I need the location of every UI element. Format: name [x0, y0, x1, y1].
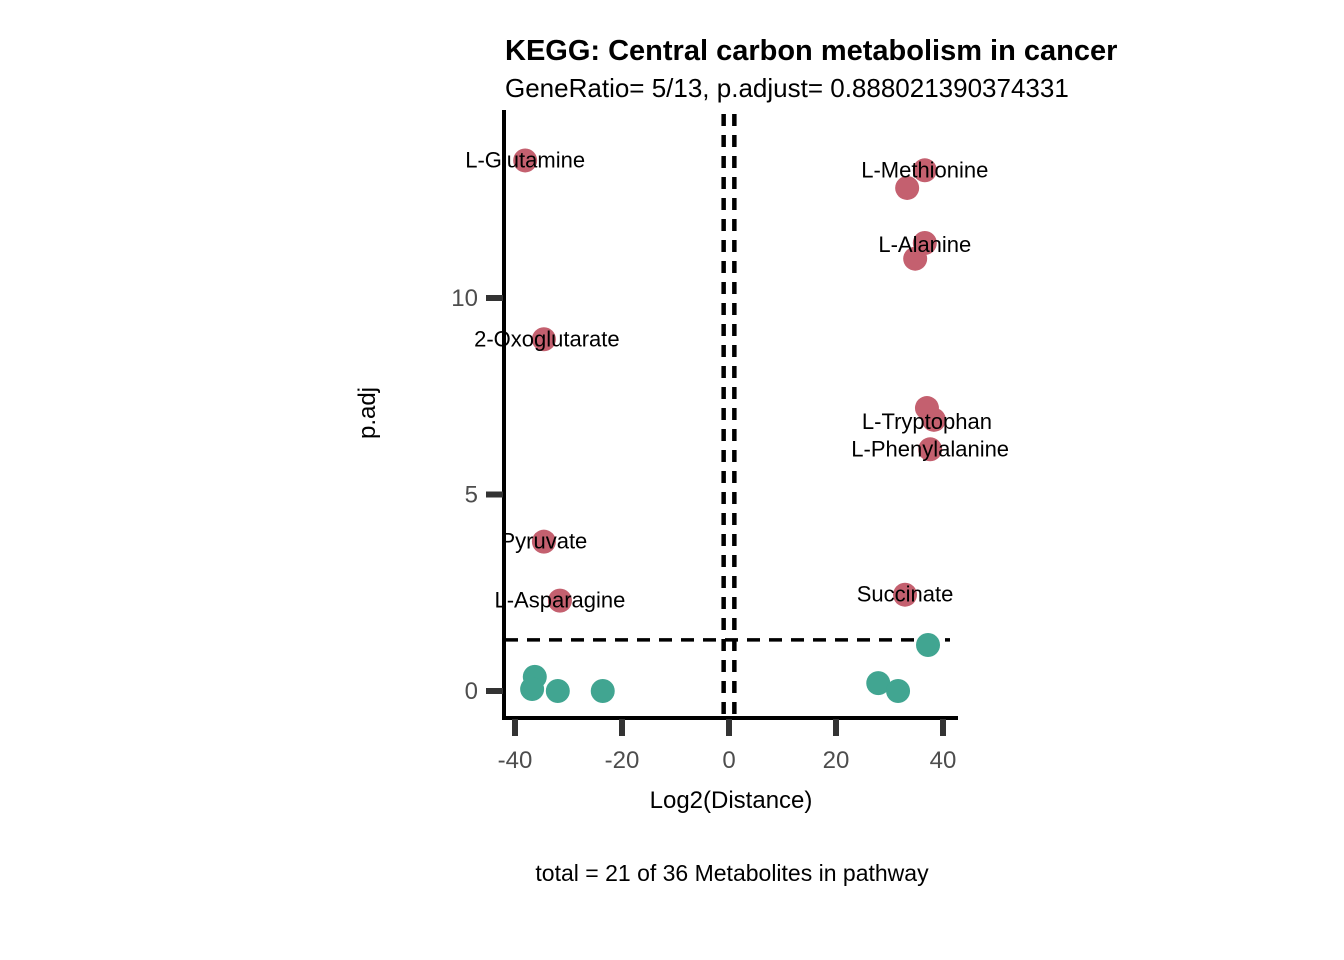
y-tick-label: 5 [465, 482, 478, 509]
x-tick-label: 20 [823, 747, 850, 774]
data-point-not_significant [866, 671, 891, 696]
y-tick-label: 10 [451, 285, 478, 312]
data-point-significant [513, 148, 538, 173]
point-label: Pyruvate [500, 529, 587, 554]
data-point-not_significant [916, 633, 941, 658]
data-point-significant [918, 437, 943, 462]
point-label: L-Asparagine [495, 588, 626, 613]
point-label: L-Phenylalanine [851, 436, 1009, 461]
data-point-significant [895, 175, 920, 200]
data-point-significant [547, 588, 572, 613]
chart-title: KEGG: Central carbon metabolism in cance… [505, 35, 1118, 67]
point-label: Succinate [857, 582, 954, 607]
x-tick-label: 0 [722, 747, 735, 774]
point-label: L-Tryptophan [862, 409, 992, 434]
data-point-significant [893, 582, 918, 607]
data-point-significant [921, 407, 946, 432]
data-point-not_significant [520, 677, 545, 702]
point-label: L-Alanine [878, 232, 971, 257]
chart-subtitle: GeneRatio= 5/13, p.adjust= 0.88802139037… [505, 73, 1069, 103]
x-tick-label: -20 [605, 747, 640, 774]
data-point-not_significant [545, 679, 570, 703]
data-point-significant [531, 529, 556, 554]
data-point-significant [903, 246, 928, 271]
data-point-not_significant [886, 679, 911, 703]
data-point-not_significant [590, 679, 615, 703]
point-label: 2-Oxoglutarate [474, 326, 620, 351]
x-tick-label: -40 [498, 747, 533, 774]
x-tick-label: 40 [930, 747, 957, 774]
x-axis-title: Log2(Distance) [649, 787, 813, 814]
data-point-significant [531, 327, 556, 352]
caption: total = 21 of 36 Metabolites in pathway [535, 860, 929, 886]
data-point-significant [912, 158, 937, 183]
y-axis-title: p.adj [354, 386, 381, 440]
point-label: L-Glutamine [465, 147, 585, 172]
y-tick-label: 0 [465, 678, 478, 705]
point-label: L-Methionine [861, 157, 988, 182]
